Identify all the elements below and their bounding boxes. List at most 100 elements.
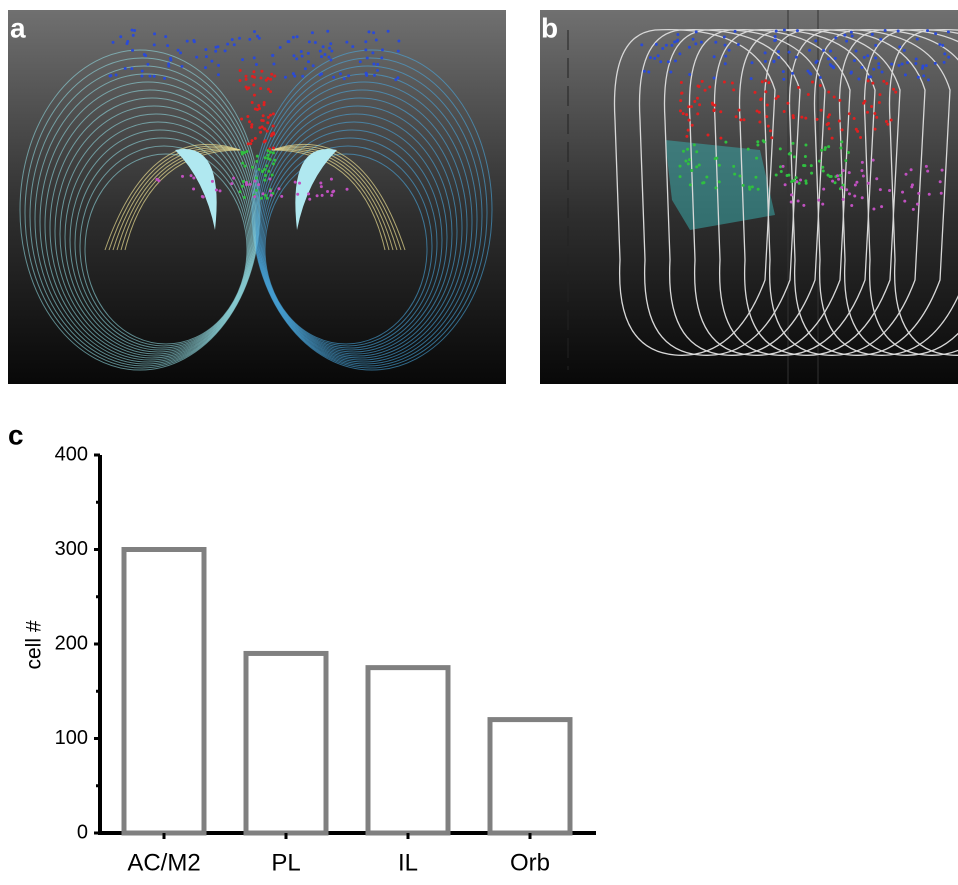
cell-dot — [239, 190, 242, 193]
cell-dot — [140, 74, 143, 77]
cell-dot — [898, 45, 901, 48]
cell-dot — [795, 180, 798, 183]
cell-dot — [255, 176, 258, 179]
cell-dot — [867, 182, 870, 185]
cell-dot — [890, 118, 893, 121]
cell-dot — [307, 60, 310, 63]
cell-dot — [829, 50, 832, 53]
cell-dot — [371, 51, 374, 54]
cell-dot — [284, 76, 287, 79]
cell-dot — [262, 114, 265, 117]
cell-dot — [922, 74, 925, 77]
cell-dot — [821, 203, 824, 206]
cell-dot — [702, 181, 705, 184]
cell-dot — [921, 64, 924, 67]
cell-dot — [256, 35, 259, 38]
cell-dot — [380, 56, 383, 59]
cell-dot — [910, 168, 913, 171]
cell-dot — [874, 44, 877, 47]
cell-dot — [777, 50, 780, 53]
cell-dot — [831, 180, 834, 183]
cell-dot — [759, 98, 762, 101]
cell-dot — [871, 33, 874, 36]
cell-dot — [693, 143, 696, 146]
cell-dot — [248, 38, 251, 41]
cell-dot — [856, 130, 859, 133]
cell-dot — [777, 95, 780, 98]
cell-dot — [219, 189, 222, 192]
cell-dot — [698, 103, 701, 106]
cell-dot — [131, 49, 134, 52]
cell-dot — [901, 62, 904, 65]
cell-dot — [245, 150, 248, 153]
cell-dot — [115, 74, 118, 77]
cell-dot — [252, 84, 255, 87]
cell-dot — [186, 40, 189, 43]
cell-dot — [215, 189, 218, 192]
cell-dot — [245, 85, 248, 88]
cell-dot — [214, 46, 217, 49]
cell-dot — [265, 79, 268, 82]
cell-dot — [267, 88, 270, 91]
cell-dot — [141, 69, 144, 72]
cell-dot — [263, 179, 266, 182]
cell-dot — [915, 57, 918, 60]
cell-dot — [661, 47, 664, 50]
cell-dot — [853, 59, 856, 62]
cell-dot — [167, 62, 170, 65]
cell-dot — [647, 71, 650, 74]
cell-dot — [214, 50, 217, 53]
cell-dot — [328, 47, 331, 50]
cell-dot — [777, 56, 780, 59]
bar — [246, 653, 326, 833]
cell-dot — [686, 148, 689, 151]
cell-dot — [870, 105, 873, 108]
cell-dot — [704, 89, 707, 92]
cell-dot — [272, 112, 275, 115]
cell-dot — [179, 51, 182, 54]
cell-dot — [153, 32, 156, 35]
cell-dot — [321, 194, 324, 197]
cell-dot — [268, 178, 271, 181]
cell-dot — [233, 43, 236, 46]
x-tick-label: Orb — [510, 849, 550, 876]
cell-dot — [153, 75, 156, 78]
cell-dot — [332, 190, 335, 193]
cell-dot — [679, 99, 682, 102]
cell-dot — [230, 182, 233, 185]
cell-dot — [875, 177, 878, 180]
cell-dot — [847, 151, 850, 154]
cell-dot — [685, 135, 688, 138]
cell-dot — [687, 119, 690, 122]
cell-dot — [262, 192, 265, 195]
cell-dot — [861, 196, 864, 199]
cell-dot — [366, 56, 369, 59]
cell-dot — [926, 170, 929, 173]
cell-dot — [723, 36, 726, 39]
cell-dot — [912, 208, 915, 211]
cell-dot — [861, 161, 864, 164]
cell-dot — [724, 141, 727, 144]
cell-dot — [169, 59, 172, 62]
cell-dot — [879, 188, 882, 191]
cell-dot — [834, 36, 837, 39]
cell-dot — [877, 66, 880, 69]
cell-dot — [884, 29, 887, 32]
cell-dot — [204, 66, 207, 69]
y-tick-label: 400 — [55, 443, 88, 465]
cell-dot — [885, 82, 888, 85]
cell-dot — [659, 60, 662, 63]
cell-dot — [872, 68, 875, 71]
cell-dot — [934, 32, 937, 35]
cell-dot — [680, 81, 683, 84]
cell-dot — [836, 174, 839, 177]
cell-dot — [696, 112, 699, 115]
cell-dot — [204, 48, 207, 51]
cell-dot — [287, 40, 290, 43]
cell-dot — [246, 115, 249, 118]
cell-dot — [301, 75, 304, 78]
cell-dot — [279, 46, 282, 49]
cell-dot — [844, 159, 847, 162]
x-tick-label: PL — [271, 849, 300, 876]
cell-dot — [905, 173, 908, 176]
